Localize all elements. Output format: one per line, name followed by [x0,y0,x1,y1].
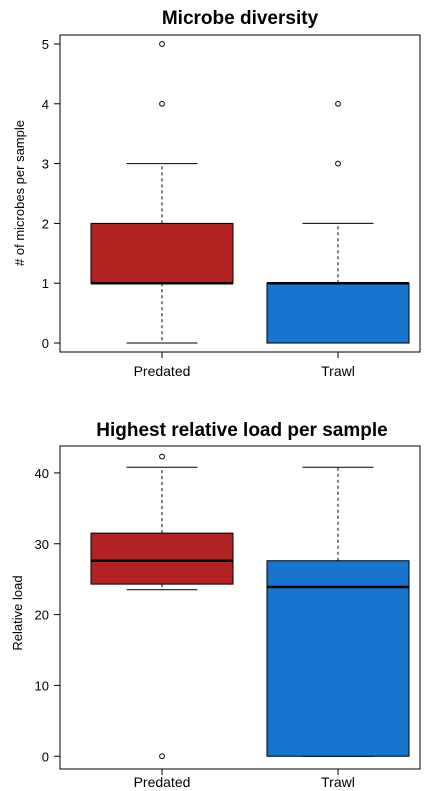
y-tick-label: 0 [42,749,49,764]
y-axis: 0 10 20 30 40 [35,466,60,764]
box-trawl [266,100,410,344]
chart-highest-relative-load: Highest relative load per sample Relativ… [10,420,421,790]
x-axis: Predated Trawl [134,352,355,379]
y-axis-label: Relative load [10,575,25,650]
chart-title: Microbe diversity [162,8,319,29]
y-tick-label: 30 [35,537,49,552]
x-axis: Predated Trawl [134,769,355,790]
y-axis: 0 1 2 3 4 5 [42,37,60,351]
chart-title: Highest relative load per sample [96,420,387,441]
y-tick-label: 0 [42,336,49,351]
y-tick-label: 20 [35,608,49,623]
outlier-point [159,753,165,760]
box-body [266,560,410,757]
y-tick-label: 4 [42,97,49,112]
box-trawl [266,466,410,757]
box-predated [90,453,234,760]
x-tick-label: Trawl [321,774,355,790]
x-tick-label: Predated [134,363,191,379]
y-tick-label: 2 [42,216,49,231]
outlier-point [335,160,341,167]
outlier-point [159,41,165,47]
y-tick-label: 1 [42,276,49,291]
y-tick-label: 3 [42,157,49,172]
box-body [90,222,234,284]
outlier-point [335,100,341,107]
box-predated [90,41,234,344]
y-tick-label: 10 [35,678,49,693]
plot-frame [59,445,421,770]
outlier-point [159,100,165,107]
boxplot-series [90,453,410,760]
outlier-point [159,453,165,460]
plot-frame [59,34,421,353]
box-body [266,282,410,344]
y-tick-label: 5 [42,37,49,52]
chart-microbe-diversity: Microbe diversity # of microbes per samp… [12,8,421,379]
y-tick-label: 40 [35,466,49,481]
x-tick-label: Predated [134,774,191,790]
box-body [90,532,234,585]
boxplot-series [90,41,410,344]
y-axis-label: # of microbes per sample [12,120,27,266]
x-tick-label: Trawl [321,363,355,379]
